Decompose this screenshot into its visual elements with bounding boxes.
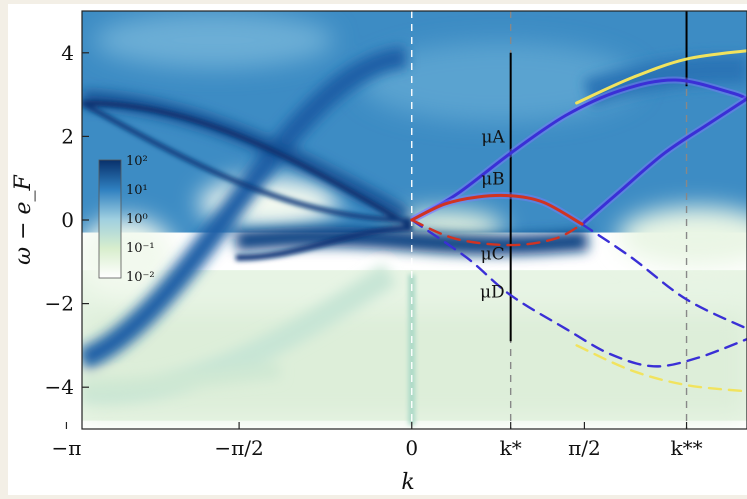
y-tick-label: 2 <box>61 124 74 148</box>
x-tick-label: −π <box>51 436 81 460</box>
x-axis-label: k <box>401 470 414 495</box>
x-tick-label: π/2 <box>568 436 601 460</box>
y-tick-label: −2 <box>45 292 74 316</box>
sharp-band <box>235 225 412 261</box>
mid-weight-region <box>93 12 334 69</box>
colorbar-tick-label: 10⁰ <box>126 212 148 227</box>
colorbar-tick-label: 10⁻¹ <box>126 241 155 256</box>
colorbar-tick-label: 10¹ <box>126 183 148 198</box>
dispersion-curve <box>580 97 747 226</box>
dispersion-curve <box>410 193 584 226</box>
x-tick-label: 0 <box>405 436 418 460</box>
dispersion-curve <box>410 218 747 368</box>
band-glow <box>82 362 281 396</box>
colorbar-gradient <box>98 159 122 279</box>
y-tick-label: 4 <box>61 41 74 65</box>
heatmap-layer <box>82 11 747 429</box>
dispersion-curve <box>575 344 747 393</box>
y-tick-label: −4 <box>45 375 74 399</box>
bright-pocket <box>617 206 747 267</box>
dispersion-curve <box>575 49 747 105</box>
dispersion-curve <box>580 223 747 330</box>
dispersion-curve <box>410 78 747 222</box>
mu-label: μC <box>481 245 505 265</box>
axes: −π−π/20k*π/2k**π420−2−4 <box>45 10 747 460</box>
x-tick-label: −π/2 <box>214 436 263 460</box>
y-axis-label: ω − e_F <box>11 174 36 264</box>
y-tick-label: 0 <box>61 208 74 232</box>
mid-weight-region <box>359 42 640 123</box>
mu-label: μA <box>481 128 505 148</box>
mu-label: μB <box>481 169 505 189</box>
x-tick-label: k* <box>500 436 522 460</box>
x-tick-label: k** <box>670 436 702 460</box>
band-glow <box>82 46 408 370</box>
colorbar-tick-label: 10⁻² <box>126 270 155 285</box>
sharp-band <box>82 100 414 229</box>
mu-labels: μA μB μC μD <box>480 128 505 303</box>
sharp-band <box>82 100 412 223</box>
dispersion-curve <box>410 218 584 247</box>
mu-label: μD <box>480 282 505 302</box>
dispersion-curves <box>410 49 747 393</box>
colorbar: 10² 10¹ 10⁰ 10⁻¹ 10⁻² <box>98 154 155 285</box>
colorbar-tick-label: 10² <box>126 154 148 169</box>
